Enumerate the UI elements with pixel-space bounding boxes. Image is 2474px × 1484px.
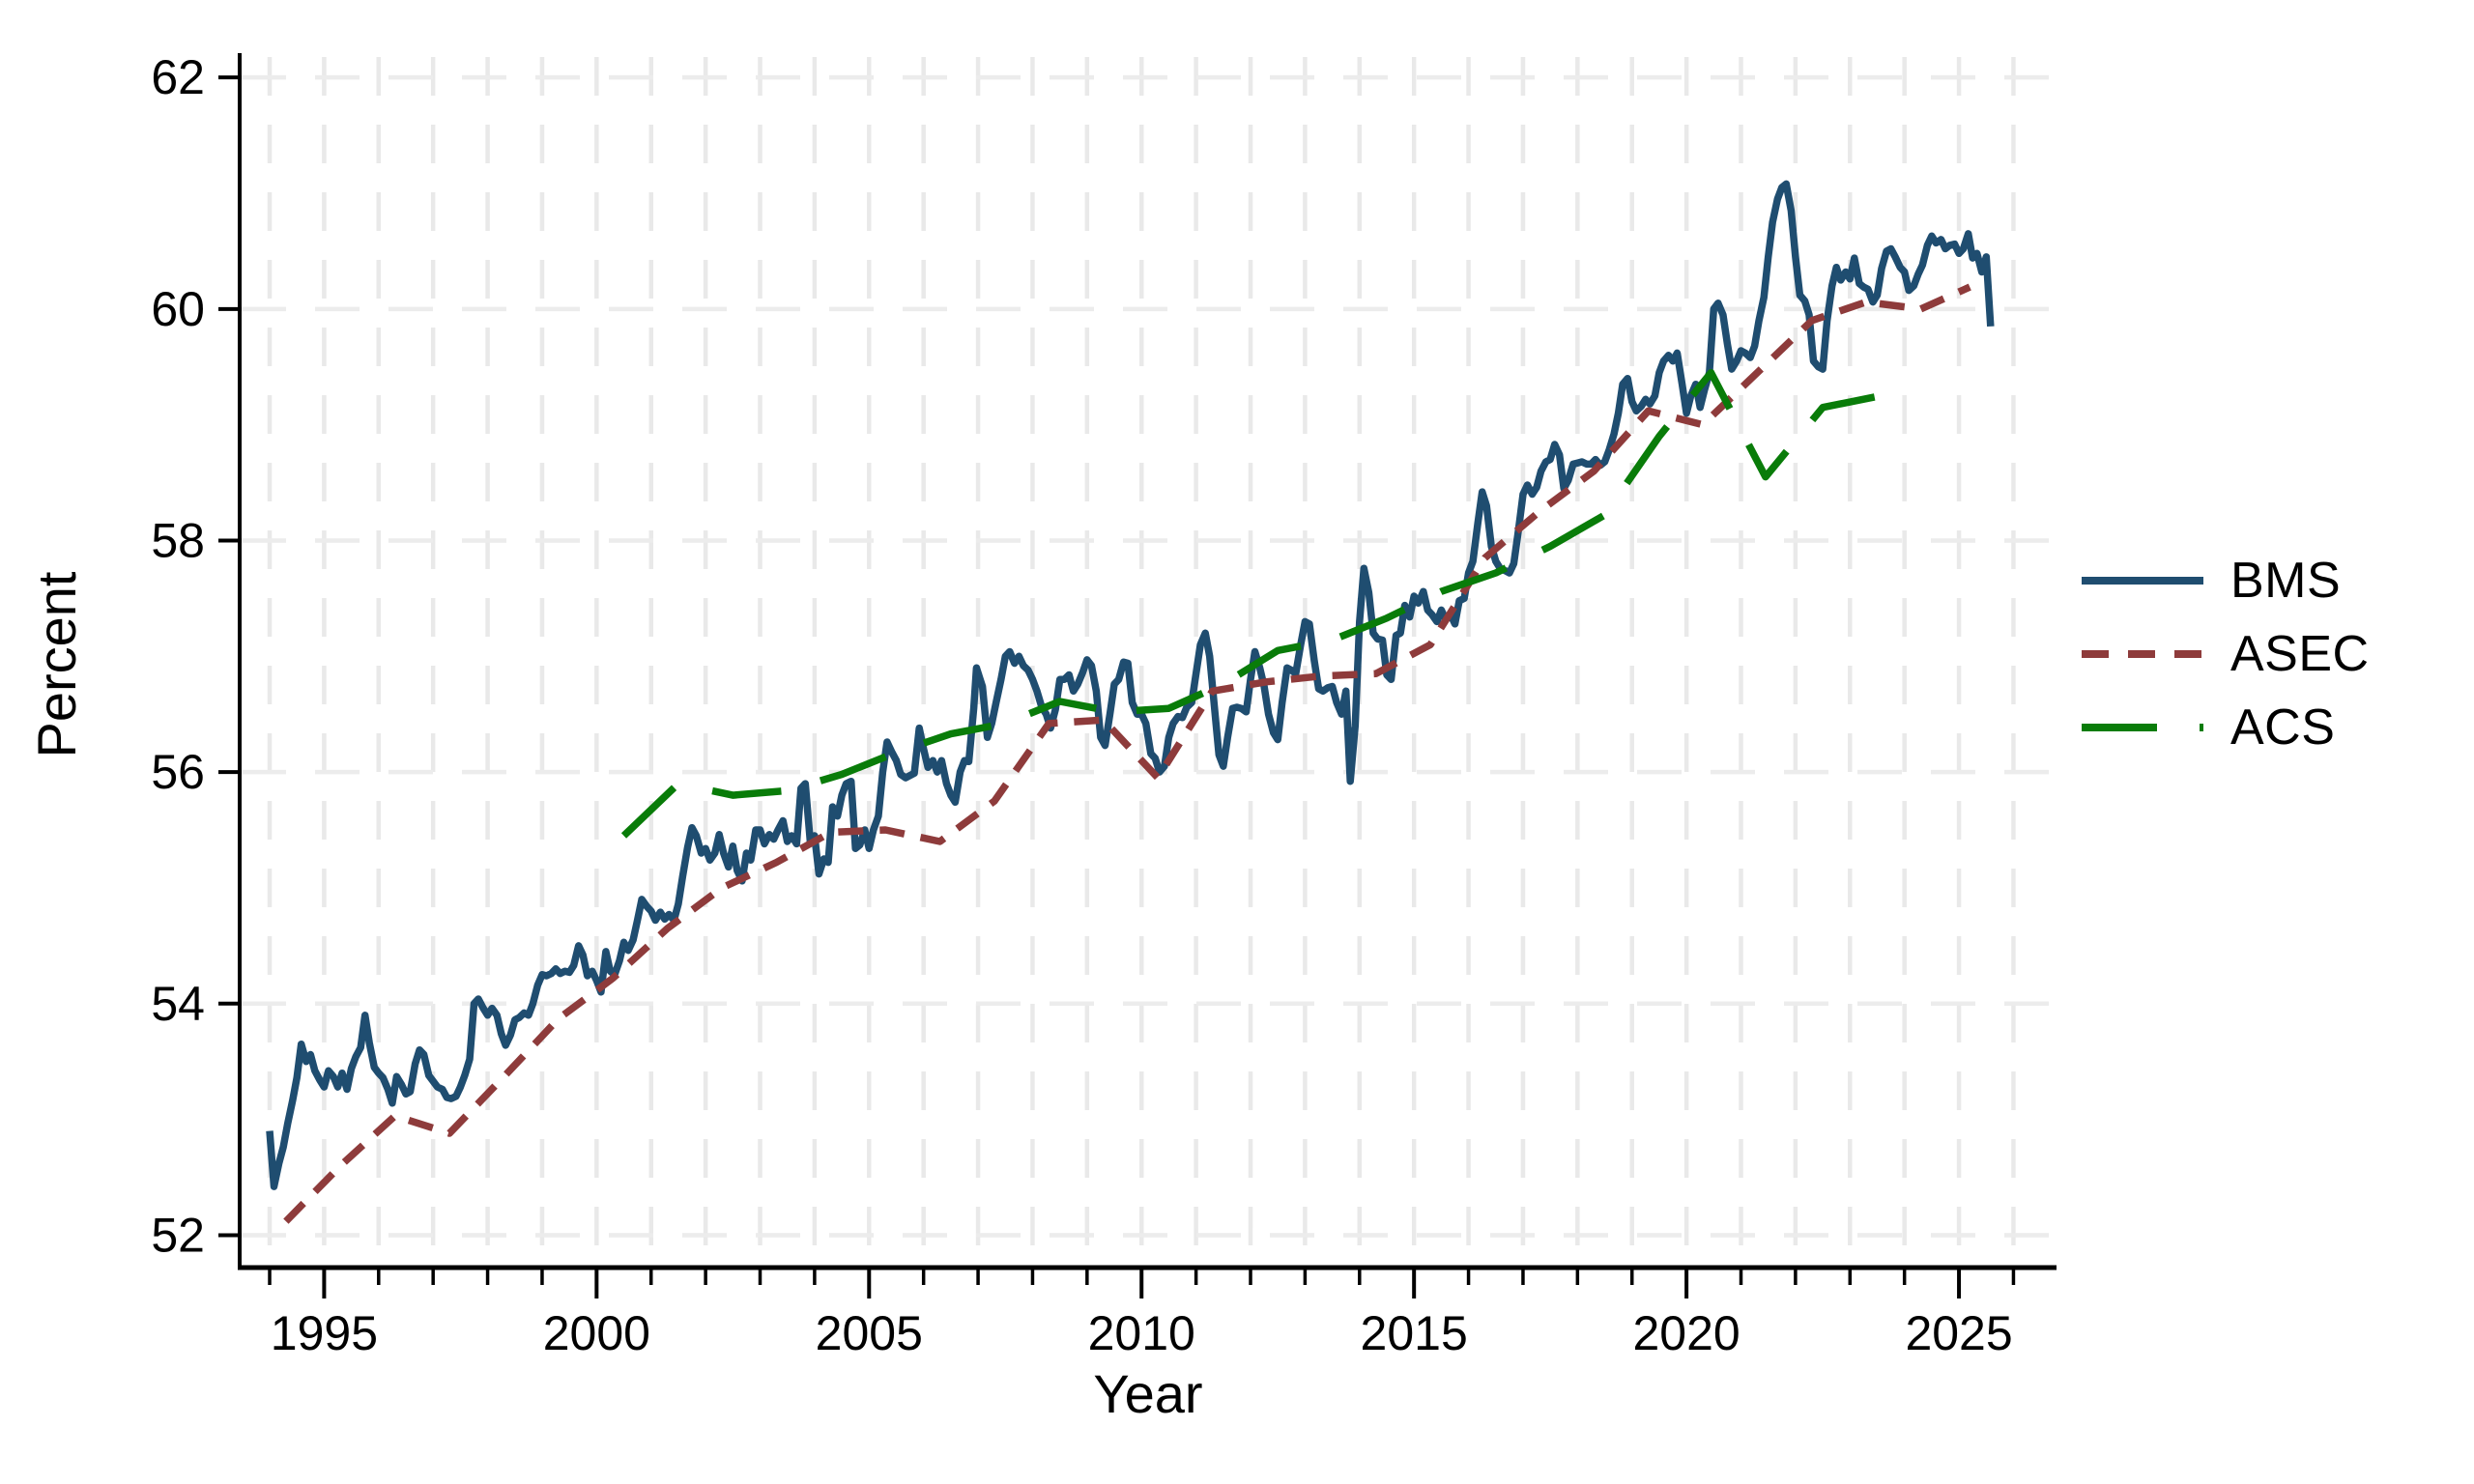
x-tick-label-2020: 2020 [1633, 1306, 1740, 1360]
y-axis-title: Percent [26, 571, 87, 757]
y-tick-label-58: 58 [151, 513, 205, 567]
series-line-acs [620, 368, 1876, 839]
legend-label-bms: BMS [2230, 553, 2342, 609]
series-line-bms [266, 180, 1995, 1190]
legend-swatch-asec-line [2082, 650, 2203, 658]
x-tick-label-2015: 2015 [1361, 1306, 1468, 1360]
y-tick-label-62: 62 [151, 50, 205, 104]
chart-legend: BMS ASEC ACS [2080, 553, 2370, 756]
x-tick-label-1995: 1995 [271, 1306, 378, 1360]
legend-entry-acs: ACS [2080, 699, 2370, 756]
axes [238, 53, 2057, 1270]
y-tick-label-60: 60 [151, 282, 205, 336]
series-line-asec [283, 283, 1971, 1224]
x-tick-label-2000: 2000 [543, 1306, 650, 1360]
axis-ticks [218, 75, 2016, 1298]
x-tick-label-2005: 2005 [816, 1306, 923, 1360]
y-tick-label-52: 52 [151, 1208, 205, 1262]
legend-label-acs: ACS [2230, 699, 2336, 756]
legend-entry-asec: ASEC [2080, 626, 2370, 682]
axis-tick-labels: 52 54 56 58 60 62 1995 2000 2005 2010 2015 2020 2025 [151, 50, 2012, 1360]
data-series [266, 180, 1995, 1224]
y-tick-label-56: 56 [151, 745, 205, 799]
legend-entry-bms: BMS [2080, 553, 2370, 609]
vertical-gridlines [267, 57, 2016, 1266]
x-axis-title: Year [1093, 1363, 1202, 1424]
legend-swatch-acs-line [2082, 724, 2203, 731]
x-tick-label-2025: 2025 [1905, 1306, 2012, 1360]
legend-label-asec: ASEC [2230, 626, 2370, 682]
y-tick-label-54: 54 [151, 977, 205, 1031]
legend-swatch-bms-line [2082, 577, 2203, 585]
x-tick-label-2010: 2010 [1088, 1306, 1195, 1360]
